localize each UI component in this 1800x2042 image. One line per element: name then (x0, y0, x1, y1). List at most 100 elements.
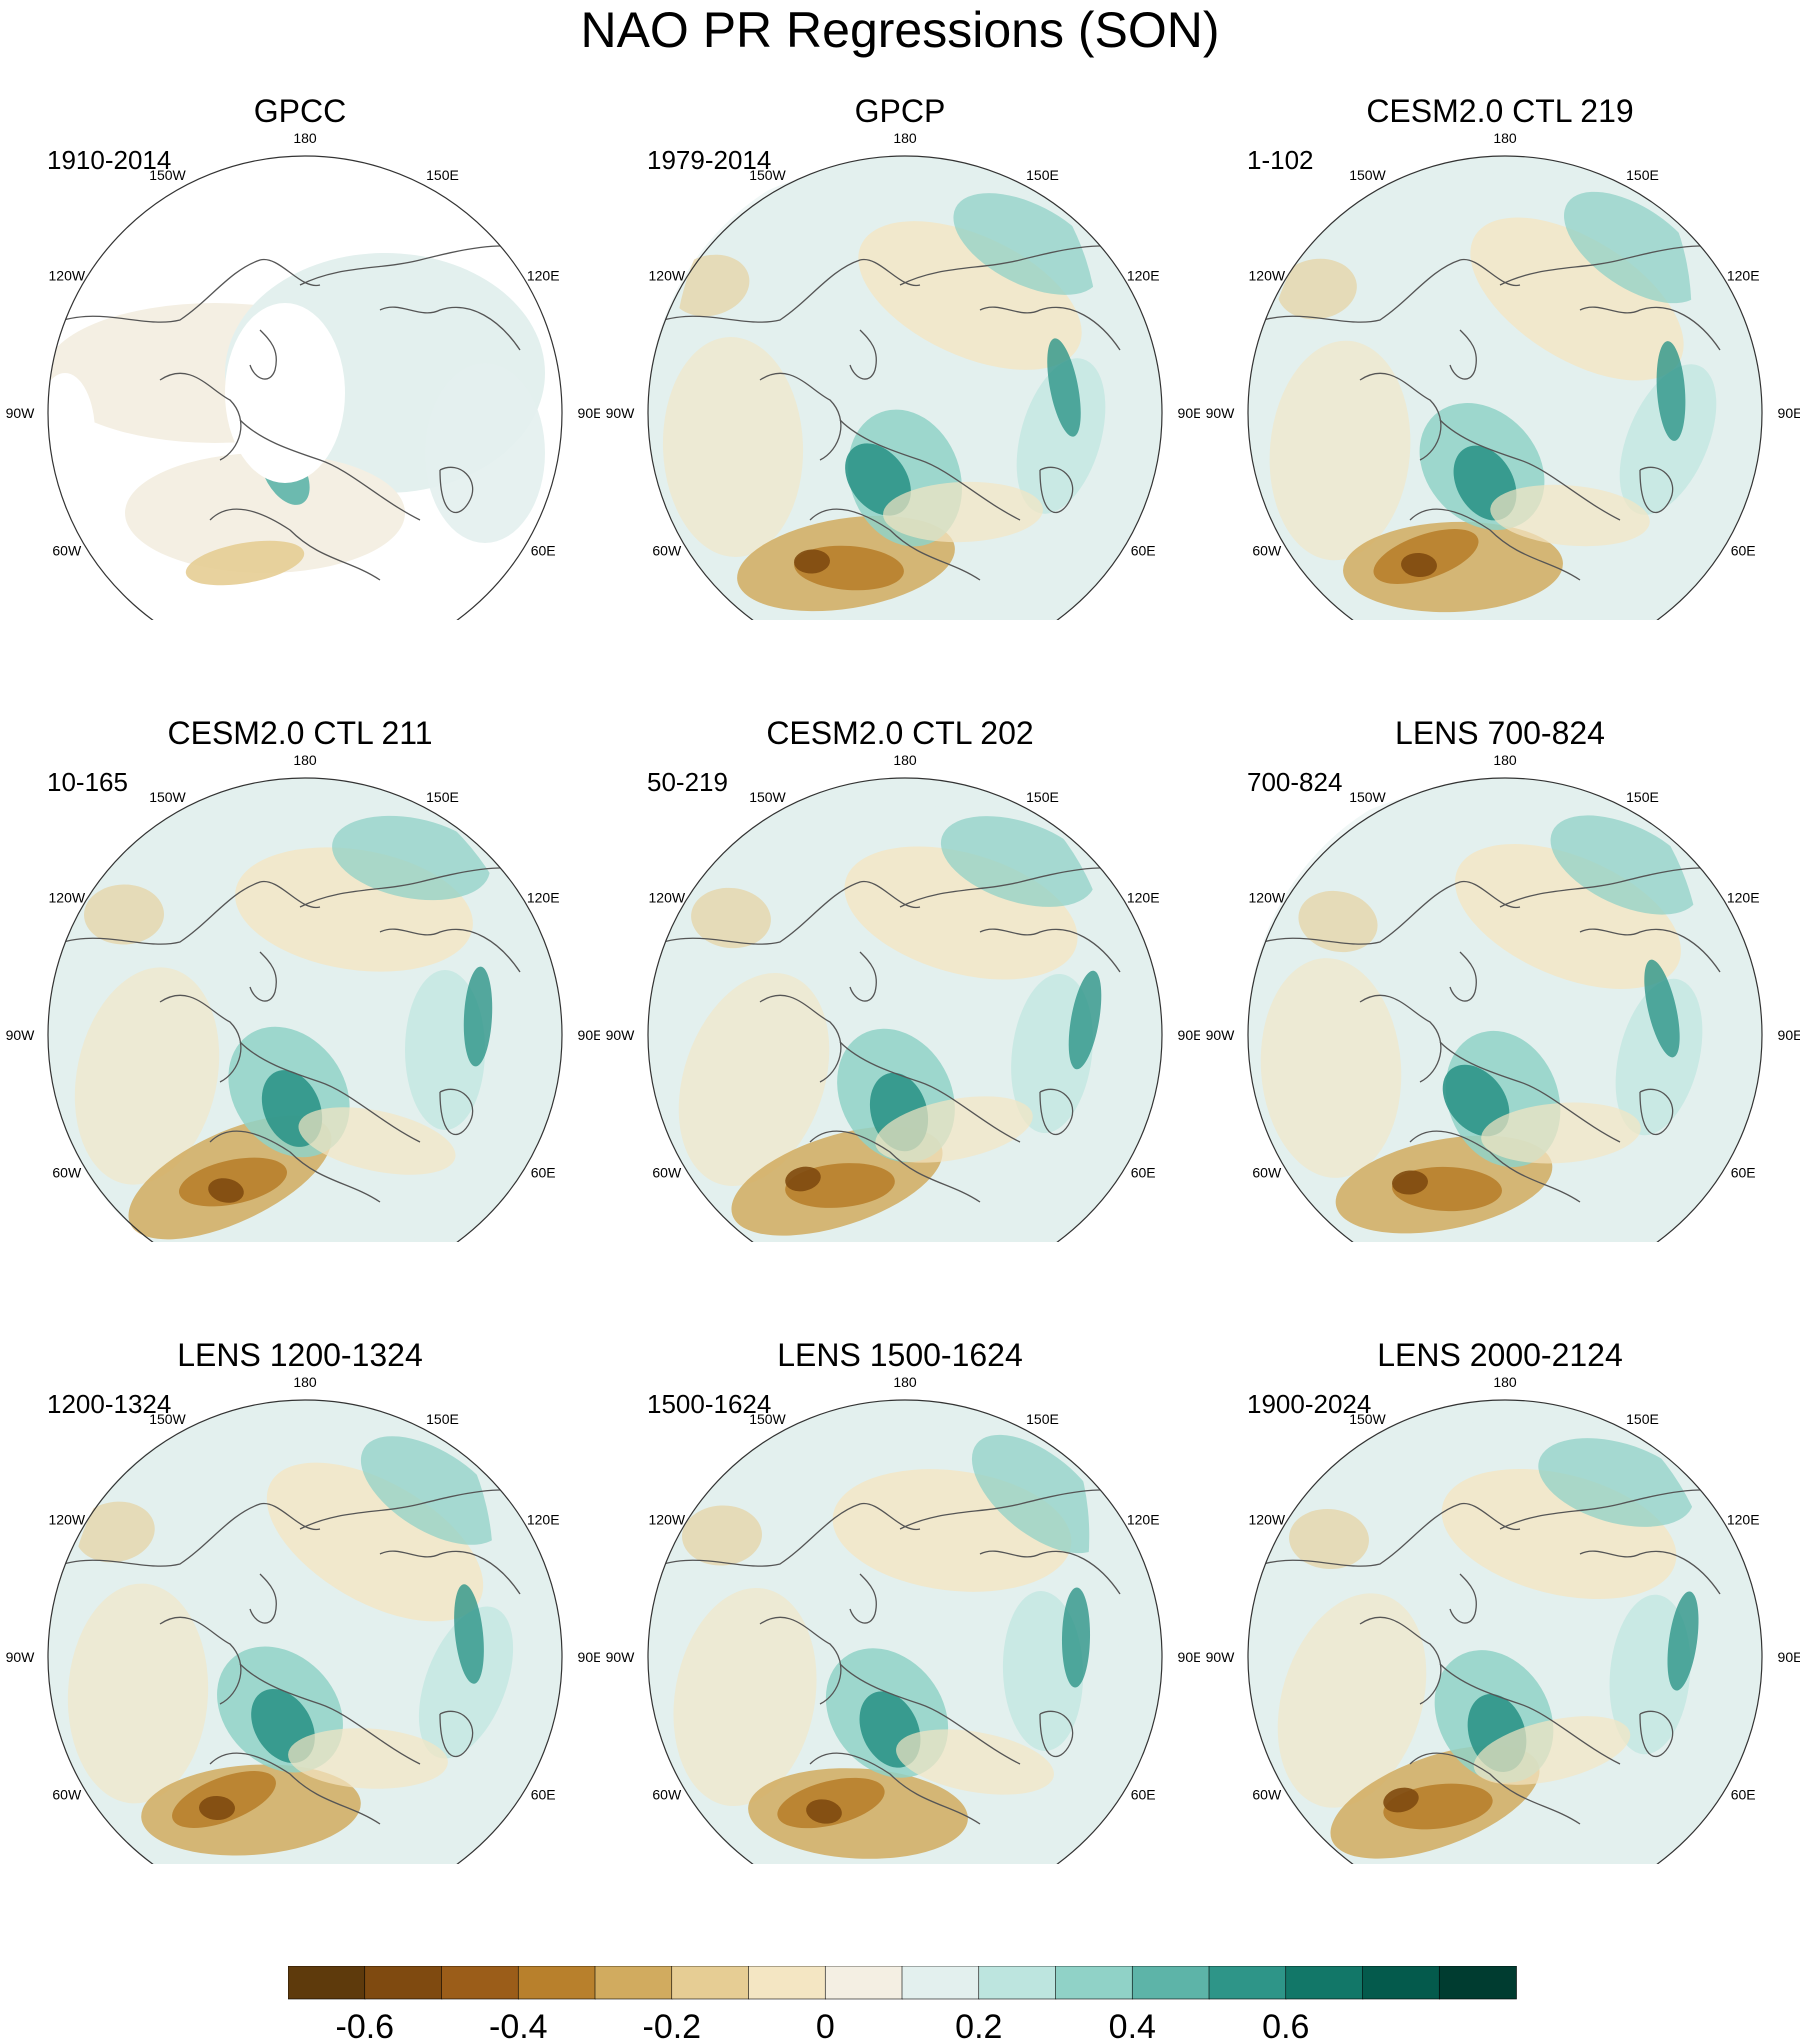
anomaly-contour (1392, 1170, 1428, 1195)
longitude-label: 180 (1493, 752, 1517, 768)
longitude-label: 60W (652, 1787, 682, 1803)
longitude-label: 90W (6, 1027, 36, 1043)
colorbar-swatch (1438, 1966, 1517, 2000)
longitude-label: 150W (749, 789, 786, 805)
longitude-label: 150E (1026, 1411, 1059, 1427)
longitude-label: 60E (531, 543, 556, 559)
longitude-label: 120W (649, 1512, 686, 1528)
coastline (1639, 1088, 1674, 1136)
coastline (48, 1502, 321, 1575)
longitude-label: 180 (1493, 1374, 1517, 1390)
colorbar-swatch (1362, 1966, 1441, 2000)
longitude-label: 90W (606, 405, 636, 421)
map-panel: 180150E120E90E60E30E030W60W90W120W150WLE… (0, 1244, 600, 1864)
colorbar-swatch (441, 1966, 520, 2000)
longitude-label: 90E (1178, 1649, 1200, 1665)
longitude-label: 60W (1252, 1787, 1282, 1803)
polar-stereographic-map: 180150E120E90E60E30E030W60W90W120W150W (606, 752, 1200, 1242)
map-boundary (647, 1399, 1163, 1864)
anomaly-contour (691, 887, 771, 949)
colorbar-swatch (748, 1966, 827, 2000)
coastline (1439, 419, 1621, 521)
longitude-label: 60W (1252, 1165, 1282, 1181)
colorbar-tick-label: -0.6 (336, 2008, 395, 2042)
coastline (439, 466, 474, 514)
panel-year-range: 50-219 (647, 767, 728, 797)
panel-year-range: 1979-2014 (647, 145, 772, 175)
coastline (439, 1710, 474, 1758)
longitude-label: 150E (426, 167, 459, 183)
colorbar-swatch (671, 1966, 750, 2000)
coastline (439, 1088, 474, 1136)
coastline (48, 258, 321, 331)
coastline (809, 1752, 981, 1825)
anomaly-contour (682, 1505, 762, 1566)
coastline (1039, 466, 1074, 514)
anomaly-contour (1047, 338, 1081, 437)
colorbar-tick-label: 0.6 (1262, 2008, 1309, 2042)
coastline (979, 1550, 1121, 1595)
coastline (159, 994, 242, 1083)
polar-stereographic-map: 180150E120E90E60E30E030W60W90W120W150W (1206, 752, 1800, 1242)
coastline (1248, 880, 1521, 953)
coastline (979, 306, 1121, 351)
anomaly-contour (418, 1606, 514, 1759)
anomaly-contour (1667, 1591, 1699, 1691)
anomaly-contour (1401, 552, 1437, 578)
longitude-label: 180 (893, 130, 917, 146)
coastline (1039, 1710, 1074, 1758)
longitude-label: 180 (893, 752, 917, 768)
coastline (849, 1573, 877, 1624)
longitude-label: 60W (52, 1165, 82, 1181)
panel-title: CESM2.0 CTL 219 (1366, 93, 1634, 129)
colorbar-tick-label: -0.4 (489, 2008, 548, 2042)
colorbar-tick-label: -0.2 (643, 2008, 702, 2042)
anomaly-contour (940, 816, 1096, 907)
longitude-label: 60E (1131, 1165, 1156, 1181)
anomaly-contour (1644, 959, 1680, 1058)
coastline (839, 1041, 1021, 1143)
map-boundary (47, 777, 563, 1242)
coastline (1409, 508, 1581, 581)
longitude-label: 120E (527, 268, 560, 284)
longitude-label: 120W (649, 268, 686, 284)
anomaly-contour (883, 481, 1043, 543)
anomaly-contour (185, 540, 305, 586)
longitude-label: 150W (1349, 167, 1386, 183)
longitude-label: 120W (49, 268, 86, 284)
longitude-label: 150W (149, 1411, 186, 1427)
map-panel: 180150E120E90E60E30E030W60W90W120W150WCE… (0, 622, 600, 1242)
anomaly-contour (360, 1436, 504, 1545)
panel-year-range: 1900-2024 (1247, 1389, 1372, 1419)
coastline (1359, 994, 1442, 1083)
colorbar-swatch (1131, 1966, 1210, 2000)
coastline (379, 306, 521, 351)
coastline (1359, 372, 1442, 461)
anomaly-contour (125, 453, 405, 573)
coastline (849, 329, 877, 380)
longitude-label: 60E (1731, 1165, 1756, 1181)
map-boundary (647, 155, 1163, 620)
anomaly-contour (208, 1178, 244, 1203)
longitude-label: 120E (527, 1512, 560, 1528)
coastline (839, 1663, 1021, 1765)
colorbar-swatch (1055, 1966, 1134, 2000)
map-panel: 180150E120E90E60E30E030W60W90W120W150WLE… (1200, 1244, 1800, 1864)
anomaly-contour (785, 1166, 821, 1192)
coastline (648, 1502, 921, 1575)
coastline (1639, 466, 1674, 514)
anomaly-contour (953, 193, 1101, 295)
map-boundary (1247, 155, 1763, 620)
longitude-label: 120W (1249, 890, 1286, 906)
polar-stereographic-map: 180150E120E90E60E30E030W60W90W120W150W (6, 1374, 600, 1864)
longitude-label: 120E (1727, 1512, 1760, 1528)
longitude-label: 120W (49, 1512, 86, 1528)
longitude-label: 150E (426, 1411, 459, 1427)
longitude-label: 150E (1626, 789, 1659, 805)
colorbar-swatch (517, 1966, 596, 2000)
colorbar-swatch (1285, 1966, 1364, 2000)
coastline (1039, 1088, 1074, 1136)
anomaly-contour (67, 1583, 209, 1804)
coastline (1449, 951, 1477, 1002)
anomaly-contour (463, 966, 493, 1067)
